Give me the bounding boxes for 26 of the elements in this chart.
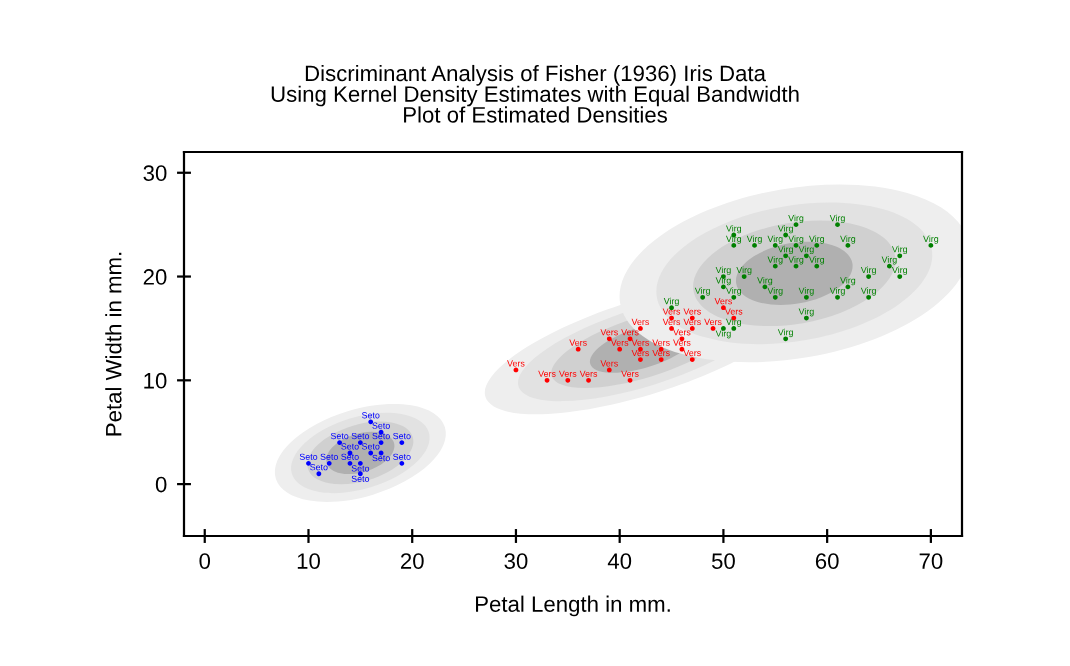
point [575,346,581,352]
y-tick-label: 20 [143,269,167,285]
point [606,367,612,373]
x-tick-label: 0 [199,553,211,569]
chart-title: Discriminant Analysis of Fisher (1936) Iris Data Using Kernel Density Estimates with Equal Bandwidth Plot of Estimated Densities [271,64,799,123]
x-tick-label: 50 [711,553,735,569]
x-tick-label: 30 [504,553,528,569]
point [606,336,612,342]
point [565,377,571,383]
point [627,377,633,383]
x-tick-label: 20 [400,553,424,569]
point [617,346,623,352]
x-axis-title: Petal Length in mm. [476,595,670,617]
y-axis-title: Petal Width in mm. [105,252,122,436]
y-tick-label: 10 [144,372,167,389]
x-tick-label: 60 [815,553,839,569]
point [316,471,322,477]
y-tick-label: 30 [143,165,167,182]
x-tick-label: 10 [297,553,320,569]
point [368,450,374,456]
point [399,460,405,466]
point [347,460,353,466]
point [544,377,550,383]
x-tick-label: 70 [919,553,943,569]
y-tick-label: 0 [155,476,167,493]
x-tick-label: 40 [607,553,632,569]
